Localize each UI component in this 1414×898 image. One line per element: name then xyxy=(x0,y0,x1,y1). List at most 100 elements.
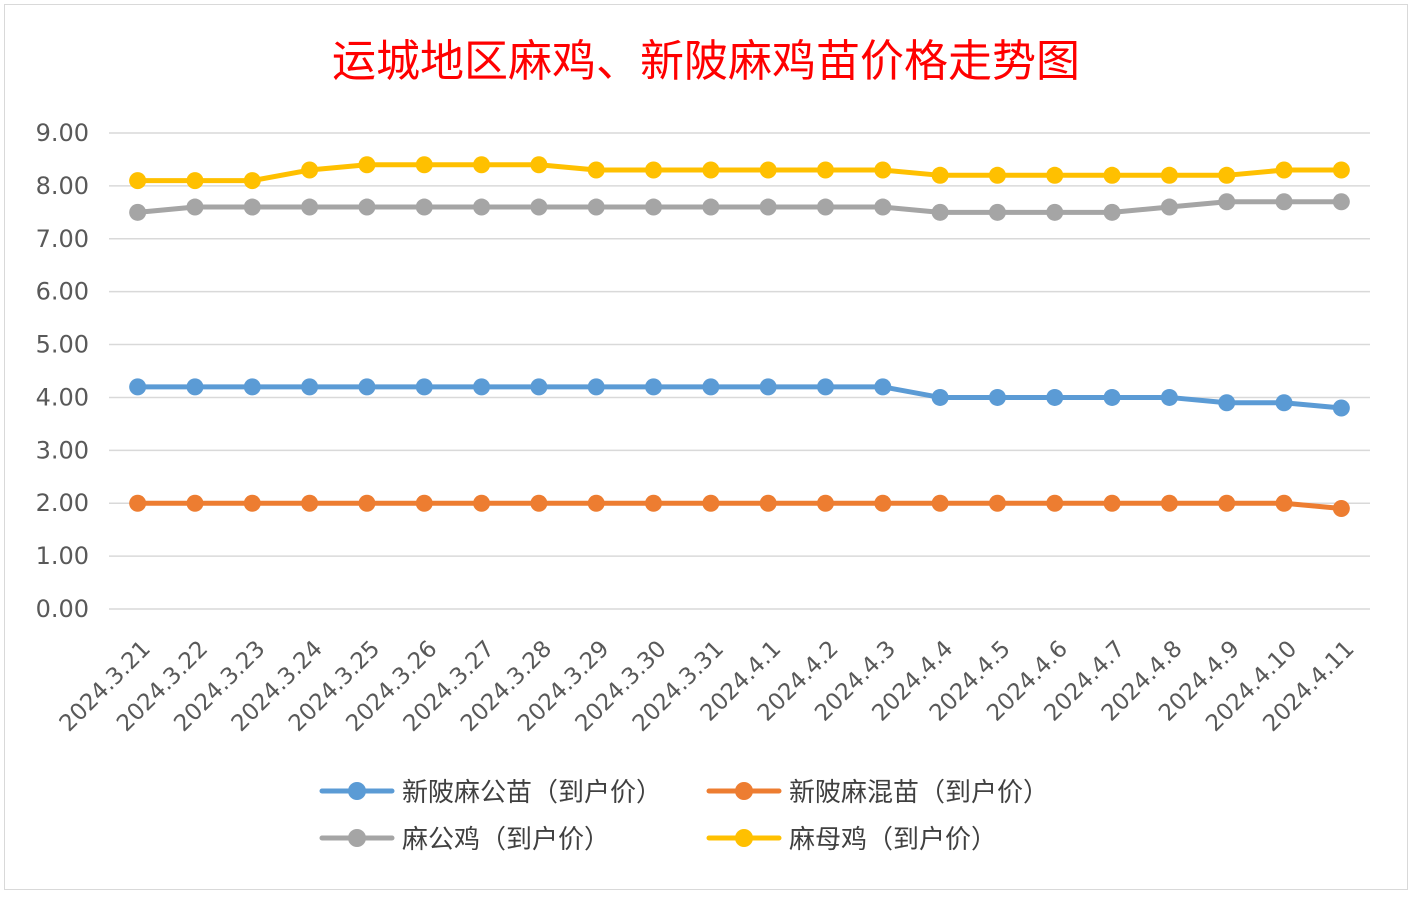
series-group xyxy=(129,156,1350,518)
data-point xyxy=(759,161,777,179)
y-tick-label: 8.00 xyxy=(36,172,89,200)
legend-label: 新陂麻公苗（到户价） xyxy=(402,778,662,808)
data-point xyxy=(301,198,319,216)
data-point xyxy=(530,198,548,216)
data-point xyxy=(243,378,261,396)
data-point xyxy=(759,198,777,216)
data-point xyxy=(1332,161,1350,179)
legend-label: 麻母鸡（到户价） xyxy=(789,825,997,855)
data-point xyxy=(415,156,433,174)
data-point xyxy=(1103,203,1121,221)
data-point xyxy=(816,198,834,216)
data-point xyxy=(1332,193,1350,211)
data-point xyxy=(874,161,892,179)
legend-swatch-marker xyxy=(735,782,753,800)
series-0 xyxy=(129,378,1350,417)
data-point xyxy=(874,378,892,396)
data-point xyxy=(530,156,548,174)
data-point xyxy=(1275,494,1293,512)
series-line xyxy=(135,162,1344,184)
data-point xyxy=(358,378,376,396)
data-point xyxy=(473,378,491,396)
legend-item: 麻公鸡（到户价） xyxy=(319,825,610,855)
legend-swatch-marker xyxy=(348,829,366,847)
series-3 xyxy=(129,156,1350,190)
data-point xyxy=(1275,161,1293,179)
data-point xyxy=(1046,388,1064,406)
data-point xyxy=(988,203,1006,221)
data-point xyxy=(1103,494,1121,512)
legend-item: 新陂麻公苗（到户价） xyxy=(319,778,662,808)
data-point xyxy=(931,203,949,221)
series-line xyxy=(135,384,1344,411)
data-point xyxy=(243,198,261,216)
y-tick-label: 3.00 xyxy=(36,436,89,464)
data-point xyxy=(301,161,319,179)
data-point xyxy=(645,494,663,512)
data-point xyxy=(1332,399,1350,417)
data-point xyxy=(1160,198,1178,216)
data-point xyxy=(702,494,720,512)
y-tick-label: 0.00 xyxy=(36,595,89,623)
data-point xyxy=(587,198,605,216)
data-point xyxy=(587,161,605,179)
data-point xyxy=(1103,388,1121,406)
y-tick-label: 2.00 xyxy=(36,489,89,517)
data-point xyxy=(587,378,605,396)
data-point xyxy=(645,161,663,179)
data-point xyxy=(702,161,720,179)
data-point xyxy=(645,198,663,216)
legend-swatch-marker xyxy=(735,829,753,847)
legend-swatch-marker xyxy=(348,782,366,800)
data-point xyxy=(874,494,892,512)
chart-title: 运城地区麻鸡、新陂麻鸡苗价格走势图 xyxy=(332,36,1080,87)
data-point xyxy=(129,494,147,512)
data-point xyxy=(1218,166,1236,184)
data-point xyxy=(186,198,204,216)
data-point xyxy=(1218,193,1236,211)
legend-item: 麻母鸡（到户价） xyxy=(706,825,997,855)
data-point xyxy=(415,494,433,512)
data-point xyxy=(415,198,433,216)
data-point xyxy=(301,494,319,512)
data-point xyxy=(988,388,1006,406)
data-point xyxy=(702,378,720,396)
data-point xyxy=(358,494,376,512)
legend-label: 新陂麻混苗（到户价） xyxy=(789,778,1049,808)
data-point xyxy=(1046,494,1064,512)
data-point xyxy=(931,166,949,184)
data-point xyxy=(702,198,720,216)
data-point xyxy=(129,172,147,190)
data-point xyxy=(816,494,834,512)
data-point xyxy=(1218,494,1236,512)
data-point xyxy=(587,494,605,512)
data-point xyxy=(645,378,663,396)
x-axis-ticks: 2024.3.212024.3.222024.3.232024.3.242024… xyxy=(55,636,1360,737)
series-line xyxy=(135,500,1344,512)
data-point xyxy=(358,156,376,174)
legend: 新陂麻公苗（到户价） 新陂麻混苗（到户价） 麻公鸡（到户价） 麻母鸡（到户价） xyxy=(319,778,1049,855)
data-point xyxy=(759,494,777,512)
series-1 xyxy=(129,494,1350,518)
data-point xyxy=(415,378,433,396)
data-point xyxy=(931,494,949,512)
data-point xyxy=(301,378,319,396)
y-tick-label: 9.00 xyxy=(36,119,89,147)
data-point xyxy=(129,378,147,396)
data-point xyxy=(186,494,204,512)
data-point xyxy=(1275,394,1293,412)
data-point xyxy=(1275,193,1293,211)
data-point xyxy=(473,156,491,174)
y-tick-label: 6.00 xyxy=(36,278,89,306)
data-point xyxy=(530,494,548,512)
y-tick-label: 7.00 xyxy=(36,225,89,253)
data-point xyxy=(530,378,548,396)
data-point xyxy=(1160,494,1178,512)
data-point xyxy=(816,161,834,179)
data-point xyxy=(931,388,949,406)
data-point xyxy=(243,494,261,512)
data-point xyxy=(1046,166,1064,184)
y-tick-label: 1.00 xyxy=(36,542,89,570)
data-point xyxy=(1160,388,1178,406)
